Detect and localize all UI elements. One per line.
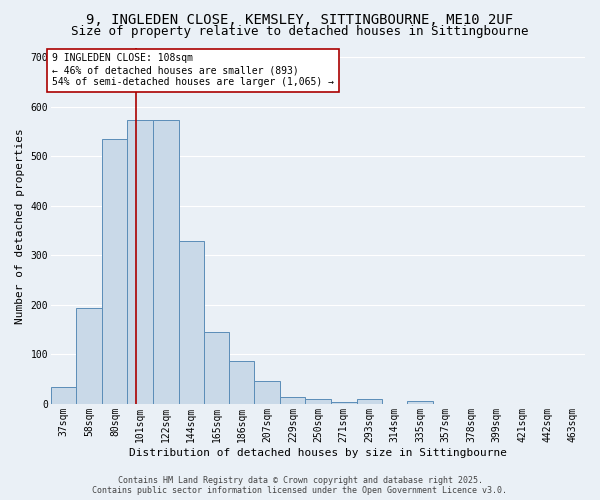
Bar <box>152 120 179 404</box>
Bar <box>407 402 433 404</box>
Text: Contains HM Land Registry data © Crown copyright and database right 2025.
Contai: Contains HM Land Registry data © Crown c… <box>92 476 508 495</box>
Bar <box>103 139 127 404</box>
Bar <box>76 308 103 404</box>
Bar <box>51 386 76 404</box>
Text: 9 INGLEDEN CLOSE: 108sqm
← 46% of detached houses are smaller (893)
54% of semi-: 9 INGLEDEN CLOSE: 108sqm ← 46% of detach… <box>52 54 334 86</box>
Bar <box>127 120 152 404</box>
Text: 9, INGLEDEN CLOSE, KEMSLEY, SITTINGBOURNE, ME10 2UF: 9, INGLEDEN CLOSE, KEMSLEY, SITTINGBOURN… <box>86 12 514 26</box>
Bar <box>254 381 280 404</box>
Bar <box>280 398 305 404</box>
Bar <box>229 361 254 404</box>
Bar <box>331 402 357 404</box>
Bar <box>305 400 331 404</box>
Bar <box>179 240 204 404</box>
Y-axis label: Number of detached properties: Number of detached properties <box>15 128 25 324</box>
X-axis label: Distribution of detached houses by size in Sittingbourne: Distribution of detached houses by size … <box>129 448 507 458</box>
Bar <box>204 332 229 404</box>
Bar <box>357 399 382 404</box>
Text: Size of property relative to detached houses in Sittingbourne: Size of property relative to detached ho… <box>71 25 529 38</box>
